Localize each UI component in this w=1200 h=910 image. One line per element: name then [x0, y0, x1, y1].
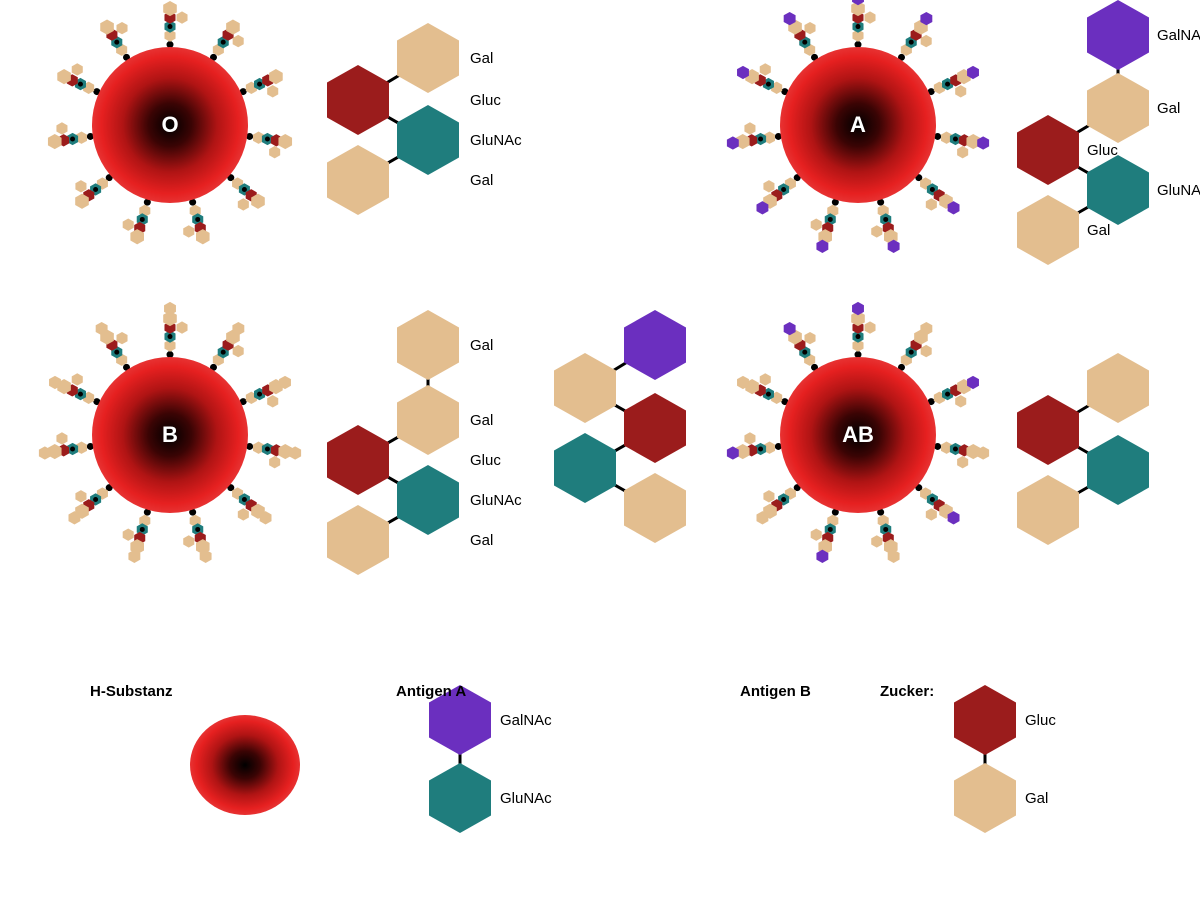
svg-text:Gal: Gal	[470, 412, 493, 429]
cell-label-A: A	[850, 112, 866, 138]
svg-text:GalNAc: GalNAc	[1157, 27, 1200, 44]
svg-text:GluNAc: GluNAc	[470, 132, 522, 149]
svg-text:Gal: Gal	[1025, 790, 1048, 807]
svg-text:Gluc: Gluc	[470, 92, 501, 109]
bottom-legend: GalNAc GluNAc Gluc Gal	[190, 685, 1056, 833]
diagram-svg: GalGlucGluNAcGalGalNAcGalGlucGluNAcGalGa…	[0, 0, 1200, 905]
svg-text:Gal: Gal	[470, 337, 493, 354]
svg-text:Gluc: Gluc	[470, 452, 501, 469]
antigen-legend: Gal Gluc GluNAc Gal	[327, 23, 522, 215]
cell-label-AB: AB	[842, 422, 874, 448]
antigen-legend	[554, 310, 686, 543]
label-labels-zucker: Zucker:	[880, 683, 934, 700]
svg-text:Gal: Gal	[1157, 100, 1180, 117]
svg-text:Gal: Gal	[470, 532, 493, 549]
cell-label-B: B	[162, 422, 178, 448]
antigen-legend: Gal Gal Gluc GluNAc Gal	[327, 310, 522, 575]
svg-text:GalNAc: GalNAc	[500, 712, 552, 729]
svg-text:GluNAc: GluNAc	[1157, 182, 1200, 199]
antigen-legend	[1017, 353, 1149, 545]
label-labels-ant_a: Antigen A	[396, 683, 466, 700]
diagram-stage: GalGlucGluNAcGalGalNAcGalGlucGluNAcGalGa…	[0, 0, 1200, 905]
svg-text:GluNAc: GluNAc	[470, 492, 522, 509]
svg-text:Gal: Gal	[470, 172, 493, 189]
svg-text:Gal: Gal	[470, 50, 493, 67]
svg-text:Gal: Gal	[1087, 222, 1110, 239]
antigen-legend: GalNAc Gal Gluc GluNAc Gal	[1017, 0, 1200, 265]
svg-text:GluNAc: GluNAc	[500, 790, 552, 807]
svg-text:Gluc: Gluc	[1025, 712, 1056, 729]
svg-text:Gluc: Gluc	[1087, 142, 1118, 159]
label-labels-ant_b: Antigen B	[740, 683, 811, 700]
label-labels-h_sub: H-Substanz	[90, 683, 173, 700]
cell-label-O: O	[161, 112, 178, 138]
